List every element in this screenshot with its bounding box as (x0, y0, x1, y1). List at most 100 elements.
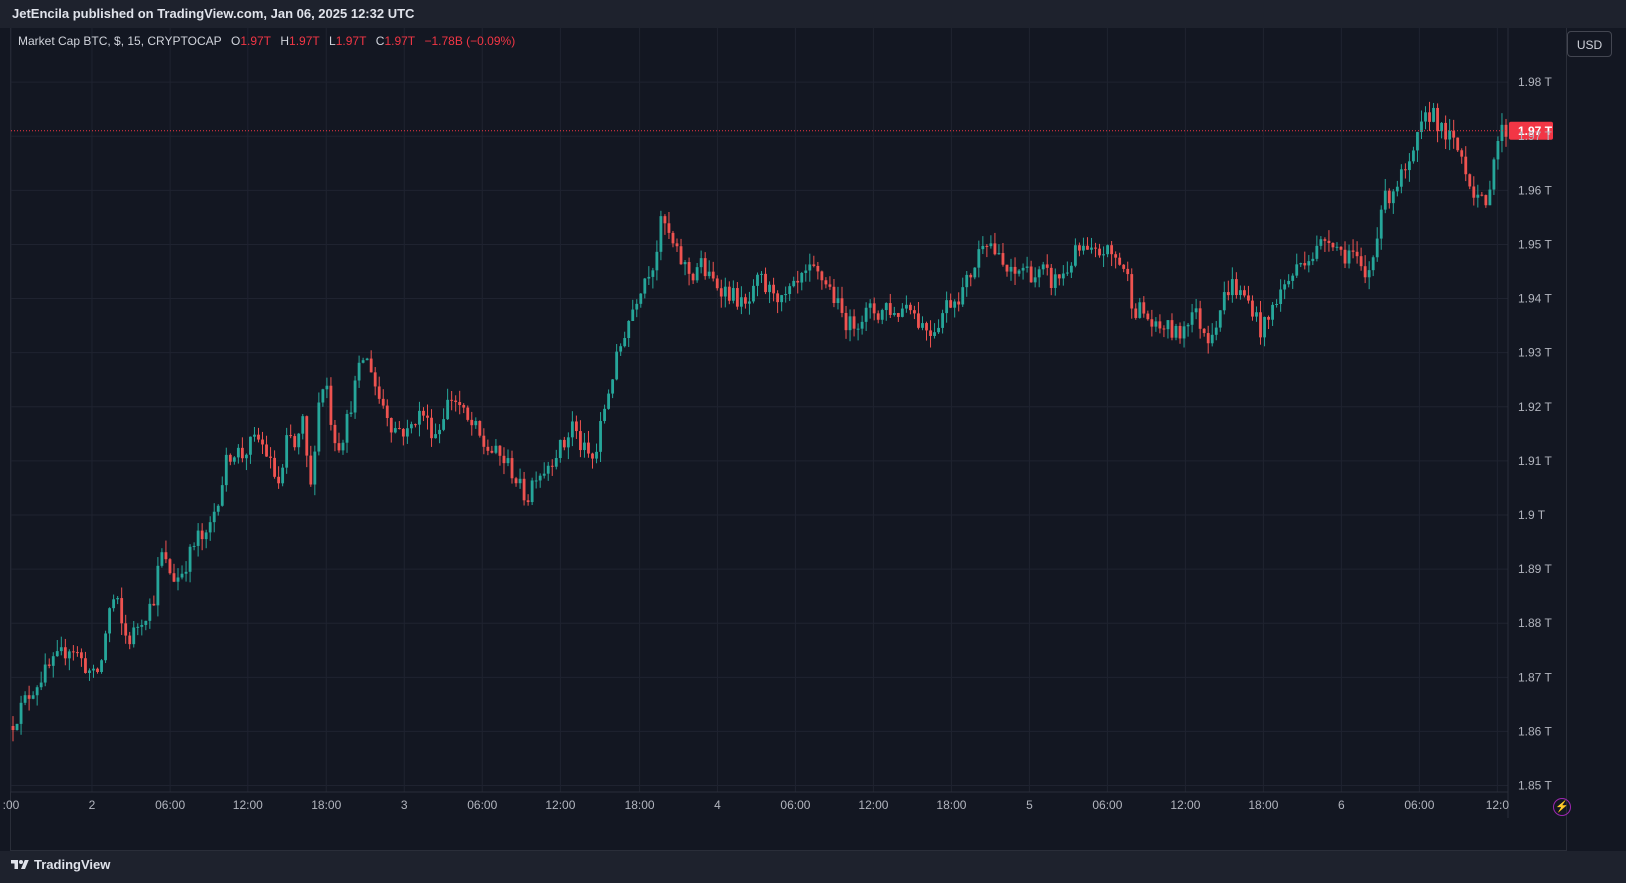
candle-body (913, 310, 916, 314)
candle-body (908, 304, 912, 311)
candle-body (945, 300, 949, 314)
candle-body (1476, 194, 1480, 198)
candle-body (15, 723, 19, 731)
candle-body (1496, 141, 1500, 160)
candle-body (1190, 312, 1194, 325)
candle-body (236, 447, 240, 458)
last-price-tag (1509, 121, 1553, 140)
time-axis[interactable]: :00 2 06:00 12:00 18:00 3 06:00 12:00 18:00 4 06:0… (3, 791, 1510, 812)
candle-body (401, 428, 405, 437)
y-tick-label: 1.93 T (1518, 346, 1552, 360)
candle-body (639, 293, 643, 304)
candle-body (1013, 266, 1017, 274)
candle-body (486, 446, 490, 451)
candle-body (494, 445, 498, 453)
candle-body (768, 284, 771, 293)
candle-body (848, 316, 852, 331)
candle-body (760, 273, 763, 275)
last-price-line: 1.97 T (11, 121, 1553, 140)
candle-body (744, 297, 747, 304)
candle-body (490, 450, 494, 453)
candle-body (1243, 290, 1246, 296)
candle-body (148, 603, 152, 621)
legend-change: −1.78B (−0.09%) (424, 34, 516, 48)
legend-low-label: L (329, 34, 336, 48)
candle-body (1480, 194, 1484, 196)
candle-body (414, 424, 417, 426)
candle-body (397, 428, 401, 430)
price-axis[interactable]: 1.85 T 1.86 T 1.87 T 1.88 T 1.89 T 1.9 T 1.91 … (1507, 28, 1552, 818)
candle-body (973, 267, 977, 278)
candle-body (1259, 312, 1262, 338)
candle-body (156, 565, 160, 606)
candle-body (824, 280, 828, 285)
candle-body (67, 651, 71, 659)
legend-high-value: 1.97T (289, 34, 320, 48)
candle-body (1198, 308, 1202, 329)
candle-body (1323, 239, 1327, 241)
chart-pane[interactable] (10, 28, 1567, 851)
candle-body (108, 608, 112, 634)
x-tick-label: 4 (714, 798, 721, 812)
candle-body (1448, 130, 1452, 140)
x-tick-label: 06:00 (155, 798, 185, 812)
candle-body (1214, 327, 1218, 335)
candle-body (1086, 245, 1089, 250)
candle-body (852, 316, 856, 329)
candle-body (1098, 248, 1101, 256)
candle-body (502, 455, 506, 464)
candle-body (1291, 275, 1295, 281)
candle-body (1440, 122, 1444, 132)
candle-body (128, 635, 132, 645)
candle-body (904, 304, 908, 309)
candle-body (1230, 279, 1234, 296)
candle-body (804, 270, 808, 273)
candle-body (43, 664, 47, 683)
symbol-legend[interactable]: Market Cap BTC, $, 15, CRYPTOCAP O1.97T … (18, 34, 515, 48)
candle-body (816, 265, 820, 272)
candle-body (587, 442, 590, 454)
candle-body (937, 327, 940, 333)
candle-body (454, 400, 458, 402)
candle-body (929, 330, 932, 336)
candle-body (723, 286, 727, 297)
candle-body (47, 664, 51, 666)
currency-button[interactable]: USD (1567, 31, 1612, 57)
candle-body (1130, 274, 1134, 309)
candle-body (337, 443, 341, 451)
candle-body (1218, 310, 1222, 328)
candle-body (788, 286, 792, 295)
candle-body (466, 407, 470, 420)
candle-body (1114, 254, 1118, 258)
candle-body (212, 511, 216, 523)
x-tick-label: 18:00 (936, 798, 966, 812)
candle-body (240, 447, 244, 459)
lightning-icon[interactable]: ⚡ (1553, 798, 1571, 816)
candle-body (957, 301, 961, 305)
candle-body (293, 436, 297, 448)
candle-body (1110, 245, 1114, 255)
candle-body (357, 362, 361, 381)
tradingview-brand[interactable]: TradingView (10, 857, 110, 872)
candle-body (1202, 328, 1206, 334)
candle-body (422, 410, 425, 416)
legend-low-value: 1.97T (335, 34, 367, 48)
grid (10, 28, 1508, 792)
legend-close-value: 1.97T (384, 34, 416, 48)
candle-body (1343, 249, 1347, 264)
candle-body (104, 633, 107, 661)
candle-body (756, 274, 759, 286)
candle-body (200, 530, 204, 540)
candle-body (591, 453, 594, 459)
candle-body (11, 726, 15, 731)
candle-body (1460, 150, 1464, 157)
candle-body (647, 276, 651, 279)
y-tick-label: 1.91 T (1518, 454, 1552, 468)
candle-body (232, 457, 236, 462)
candle-body (361, 360, 365, 363)
candle-body (257, 434, 260, 440)
y-tick-label: 1.96 T (1518, 183, 1552, 197)
candle-body (1106, 245, 1110, 255)
candle-body (1118, 257, 1122, 265)
